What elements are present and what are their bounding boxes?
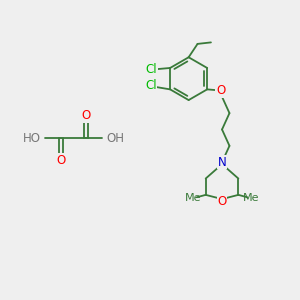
Text: O: O (216, 84, 225, 98)
Text: Cl: Cl (146, 63, 157, 76)
Text: OH: OH (106, 132, 124, 145)
Text: N: N (218, 156, 226, 169)
Text: Cl: Cl (145, 79, 157, 92)
Text: Me: Me (243, 194, 259, 203)
Text: HO: HO (23, 132, 41, 145)
Text: O: O (218, 195, 227, 208)
Text: O: O (82, 109, 91, 122)
Text: Me: Me (185, 194, 202, 203)
Text: O: O (56, 154, 65, 167)
